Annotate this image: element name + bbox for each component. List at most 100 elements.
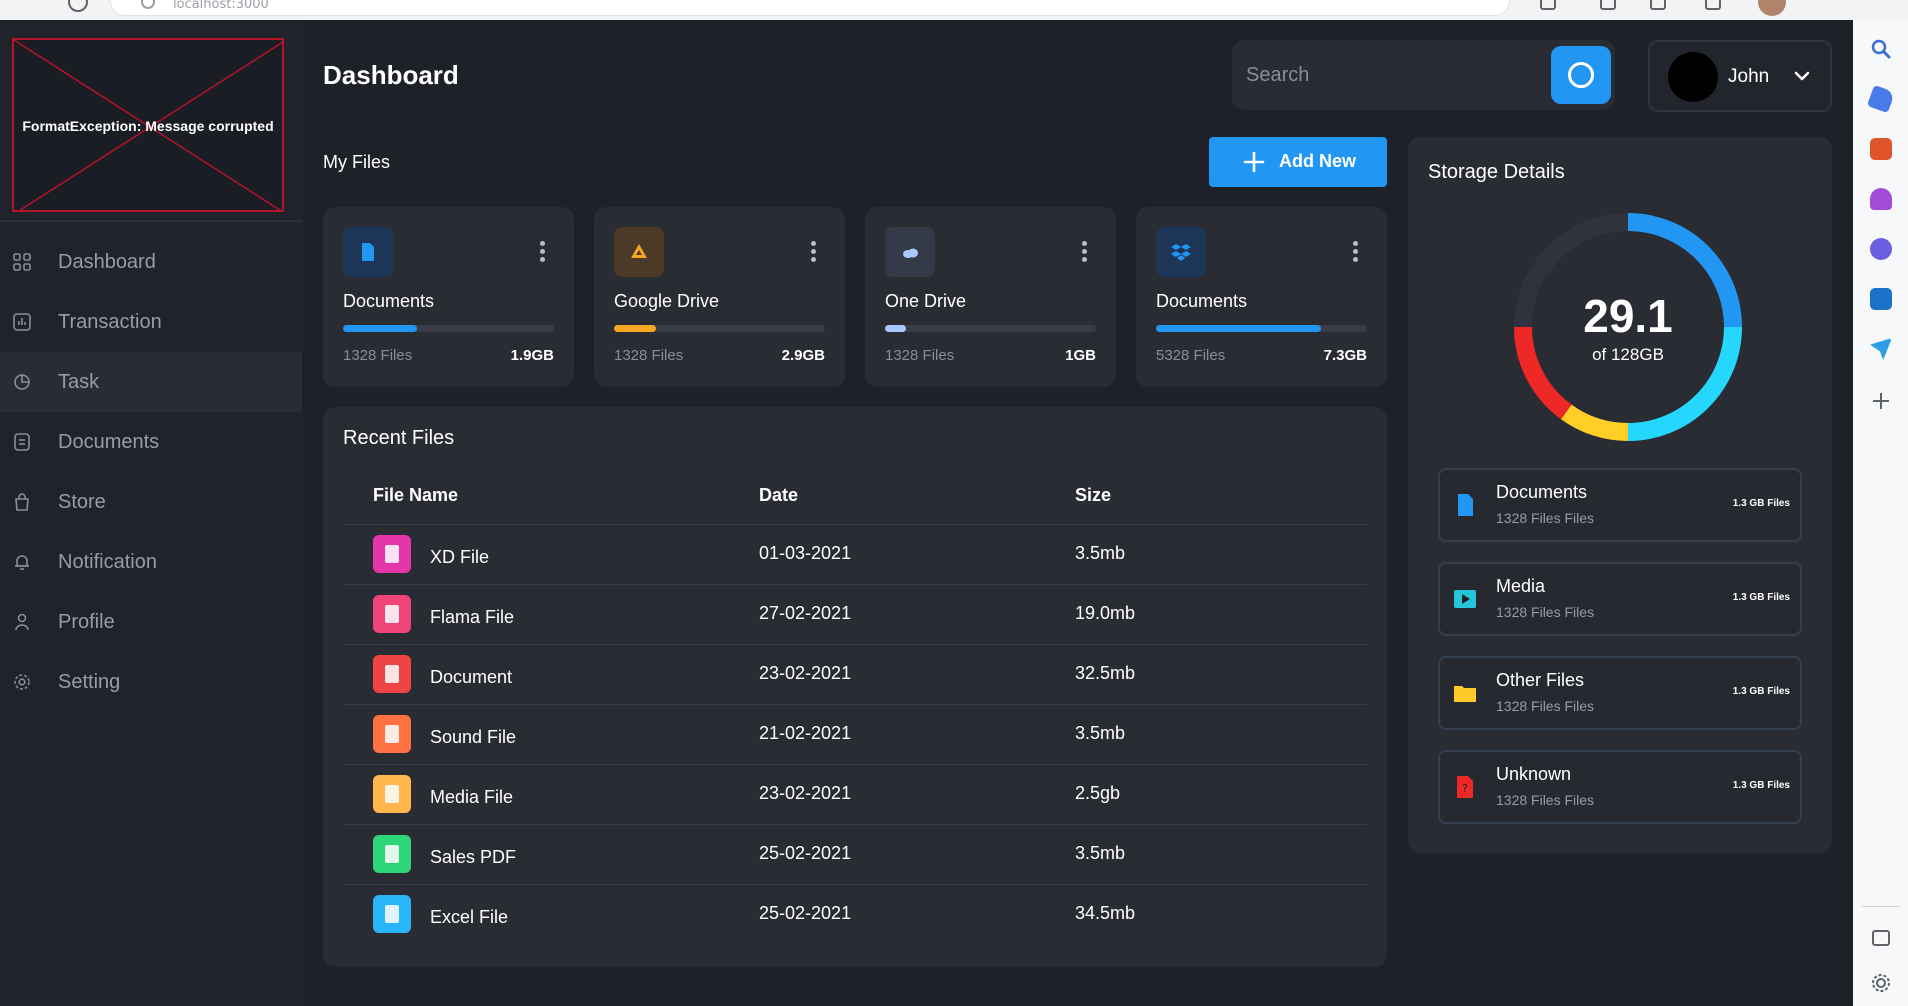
reload-icon[interactable]	[68, 0, 88, 12]
donut-segment	[1627, 213, 1742, 328]
storage-item-name: Documents	[1496, 482, 1588, 502]
sidebar-nav: Dashboard Transaction Task Documents Store No…	[0, 232, 302, 712]
storage-item-other-files[interactable]: Other Files 1328 Files Files 1.3 GB Files	[1438, 656, 1802, 730]
table-row[interactable]: XD File 01-03-2021 3.5mb	[343, 525, 1367, 585]
games-icon[interactable]	[1870, 188, 1892, 210]
table-row[interactable]: Document 23-02-2021 32.5mb	[343, 645, 1367, 705]
file-card-count: 1328 Files	[343, 347, 413, 364]
plus-icon	[1243, 151, 1265, 173]
split-screen-icon[interactable]	[1540, 0, 1556, 10]
search-input[interactable]	[1246, 58, 1536, 92]
file-card[interactable]: Documents 5328 Files 7.3GB	[1136, 207, 1387, 387]
column-date[interactable]: Date	[759, 485, 799, 505]
more-vertical-icon[interactable]	[1353, 241, 1359, 263]
storage-progress-bar	[614, 325, 825, 332]
sidebar-item-notification[interactable]: Notification	[0, 532, 302, 592]
document-icon	[1452, 492, 1478, 518]
sidebar-item-task[interactable]: Task	[0, 352, 302, 412]
table-row[interactable]: Flama File 27-02-2021 19.0mb	[343, 585, 1367, 645]
folder-icon	[1452, 680, 1478, 706]
file-date: 01-03-2021	[759, 543, 852, 563]
browser-sidebar	[1853, 20, 1908, 1006]
column-file-name[interactable]: File Name	[373, 485, 459, 505]
storage-category-list: Documents 1328 Files Files 1.3 GB Files Med…	[1438, 468, 1802, 844]
search-icon	[1568, 62, 1594, 88]
storage-item-size: 1.3 GB Files	[1732, 780, 1790, 791]
file-card[interactable]: One Drive 1328 Files 1GB	[865, 207, 1116, 387]
file-card[interactable]: Documents 1328 Files 1.9GB	[323, 207, 574, 387]
table-row[interactable]: Excel File 25-02-2021 34.5mb	[343, 885, 1367, 945]
column-size[interactable]: Size	[1075, 485, 1112, 505]
table-row[interactable]: Media File 23-02-2021 2.5gb	[343, 765, 1367, 825]
file-card-size: 1GB	[1065, 347, 1096, 364]
sidebar-item-profile[interactable]: Profile	[0, 592, 302, 652]
search-button[interactable]	[1551, 46, 1611, 104]
favorites-icon[interactable]	[1600, 0, 1616, 10]
sidebar-item-store[interactable]: Store	[0, 472, 302, 532]
browser-profile-avatar[interactable]	[1758, 0, 1786, 16]
logo-error-text: FormatException: Message corrupted	[22, 118, 274, 134]
sidebar: FormatException: Message corrupted Dashb…	[0, 20, 302, 1006]
add-new-label: Add New	[1279, 151, 1357, 171]
my-files-title: My Files	[323, 152, 390, 172]
sidebar-item-dashboard[interactable]: Dashboard	[0, 232, 302, 292]
more-vertical-icon[interactable]	[811, 241, 817, 263]
info-icon[interactable]	[141, 0, 155, 9]
file-size: 34.5mb	[1075, 903, 1136, 923]
file-type-icon	[373, 535, 411, 573]
copilot-icon[interactable]	[1870, 238, 1892, 260]
avatar	[1668, 52, 1718, 102]
file-date: 21-02-2021	[759, 723, 852, 743]
file-date: 25-02-2021	[759, 903, 852, 923]
sidebar-item-setting[interactable]: Setting	[0, 652, 302, 712]
storage-item-documents[interactable]: Documents 1328 Files Files 1.3 GB Files	[1438, 468, 1802, 542]
file-card-title: Google Drive	[614, 291, 720, 311]
sidebar-item-label: Task	[58, 370, 100, 393]
telegram-icon[interactable]	[1870, 338, 1892, 360]
gear-icon[interactable]	[1870, 972, 1892, 994]
storage-progress-fill	[1156, 325, 1321, 332]
outlook-icon[interactable]	[1870, 288, 1892, 310]
add-icon[interactable]	[1870, 390, 1892, 412]
file-card-size: 2.9GB	[781, 347, 825, 364]
extension-icon[interactable]	[1705, 0, 1721, 10]
donut-segment	[1515, 214, 1629, 328]
svg-text:?: ?	[1462, 782, 1468, 795]
storage-progress-fill	[614, 325, 657, 332]
sidebar-item-documents[interactable]: Documents	[0, 412, 302, 472]
more-vertical-icon[interactable]	[540, 241, 546, 263]
add-new-button[interactable]: Add New	[1209, 137, 1387, 187]
storage-item-media[interactable]: Media 1328 Files Files 1.3 GB Files	[1438, 562, 1802, 636]
grid-icon	[13, 253, 31, 271]
sidebar-divider	[1862, 906, 1900, 907]
file-date: 23-02-2021	[759, 663, 852, 683]
storage-item-count: 1328 Files Files	[1496, 604, 1595, 620]
user-menu[interactable]: John	[1648, 40, 1832, 112]
search-icon[interactable]	[1870, 38, 1892, 60]
storage-item-unknown[interactable]: ? Unknown 1328 Files Files 1.3 GB Files	[1438, 750, 1802, 824]
file-date: 25-02-2021	[759, 843, 852, 863]
shopping-tag-icon[interactable]	[1866, 84, 1896, 114]
more-vertical-icon[interactable]	[1082, 241, 1088, 263]
storage-progress-fill	[885, 325, 907, 332]
address-bar[interactable]: localhost:3000	[110, 0, 1510, 16]
document-icon	[343, 227, 393, 277]
file-name: Media File	[430, 787, 514, 807]
browser-toolbar: localhost:3000	[0, 0, 1908, 20]
sidebar-toggle-icon[interactable]	[1872, 930, 1890, 946]
collections-icon[interactable]	[1650, 0, 1666, 10]
file-size: 3.5mb	[1075, 543, 1126, 563]
storage-progress-fill	[343, 325, 417, 332]
file-card[interactable]: Google Drive 1328 Files 2.9GB	[594, 207, 845, 387]
unknown-file-icon: ?	[1452, 774, 1478, 800]
sidebar-item-label: Dashboard	[58, 250, 156, 273]
storage-item-size: 1.3 GB Files	[1732, 498, 1790, 509]
tools-briefcase-icon[interactable]	[1870, 138, 1892, 160]
sidebar-item-transaction[interactable]: Transaction	[0, 292, 302, 352]
storage-item-count: 1328 Files Files	[1496, 510, 1595, 526]
sidebar-item-label: Profile	[58, 610, 115, 633]
sidebar-divider	[0, 220, 302, 222]
table-row[interactable]: Sales PDF 25-02-2021 3.5mb	[343, 825, 1367, 885]
file-type-icon	[373, 835, 411, 873]
table-row[interactable]: Sound File 21-02-2021 3.5mb	[343, 705, 1367, 765]
